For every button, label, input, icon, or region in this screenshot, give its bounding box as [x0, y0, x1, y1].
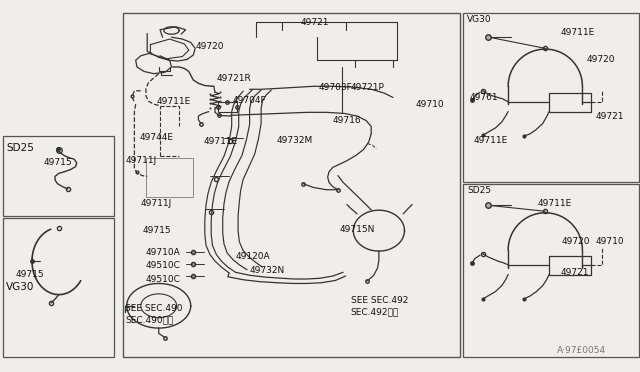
Text: 49715N: 49715N [339, 225, 374, 234]
Text: 49721P: 49721P [351, 83, 385, 92]
Bar [463, 13, 639, 182]
Text: SD25: SD25 [6, 143, 35, 153]
Text: 49744E: 49744E [140, 133, 173, 142]
Text: 49710: 49710 [416, 100, 445, 109]
Text: 49720: 49720 [562, 237, 591, 246]
Text: 49120A: 49120A [236, 252, 270, 261]
Text: 49711E: 49711E [561, 28, 595, 37]
Text: SD25: SD25 [467, 186, 492, 195]
Text: 49711J: 49711J [141, 199, 172, 208]
Text: 49711J: 49711J [125, 156, 157, 165]
Text: 49732M: 49732M [276, 136, 313, 145]
Text: 49732N: 49732N [250, 266, 285, 275]
Text: 49720: 49720 [586, 55, 615, 64]
Text: 49715: 49715 [44, 158, 72, 167]
Text: 49721R: 49721R [216, 74, 251, 83]
Text: SEC.492参照: SEC.492参照 [351, 307, 399, 316]
Text: 49711E: 49711E [474, 136, 508, 145]
Text: A·97£0054: A·97£0054 [557, 346, 606, 355]
Bar [549, 256, 591, 275]
Text: 49721: 49721 [595, 112, 624, 121]
Text: 49720: 49720 [195, 42, 224, 51]
Text: 49703F: 49703F [319, 83, 353, 92]
Text: 49710: 49710 [595, 237, 624, 246]
Text: SEE SEC.492: SEE SEC.492 [351, 296, 408, 305]
Text: 49510C: 49510C [146, 275, 180, 283]
Text: 49721: 49721 [561, 268, 589, 277]
Text: 49711E: 49711E [156, 97, 191, 106]
Bar [3, 136, 114, 216]
Text: 49510C: 49510C [146, 261, 180, 270]
Text: 49721: 49721 [301, 18, 330, 27]
Text: 49715: 49715 [143, 226, 172, 235]
Text: 49761: 49761 [470, 93, 499, 102]
Bar [146, 158, 193, 197]
Bar [549, 93, 591, 112]
Text: 49716: 49716 [333, 116, 362, 125]
Text: VG30: VG30 [467, 15, 492, 24]
Text: SEE SEC.490: SEE SEC.490 [125, 304, 183, 313]
Bar [463, 184, 639, 357]
Text: 49710A: 49710A [146, 248, 180, 257]
Text: 49715: 49715 [15, 270, 44, 279]
Bar [123, 13, 460, 357]
Text: SEC.490参照: SEC.490参照 [125, 315, 174, 324]
Bar [3, 218, 114, 357]
Text: VG30: VG30 [6, 282, 35, 292]
Bar [218, 102, 237, 112]
Text: 49704F: 49704F [233, 96, 267, 105]
Text: 49711E: 49711E [538, 199, 572, 208]
Text: 49711E: 49711E [204, 137, 238, 146]
